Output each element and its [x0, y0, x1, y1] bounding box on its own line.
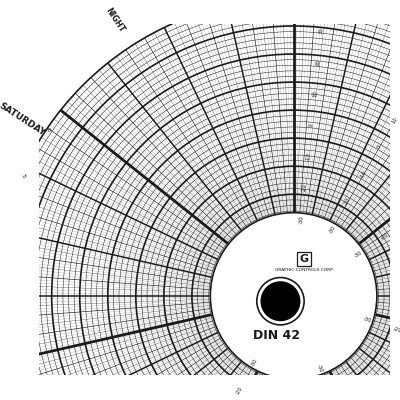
Circle shape	[261, 282, 300, 320]
Text: -30: -30	[328, 224, 336, 234]
Circle shape	[210, 213, 377, 379]
Text: -30: -30	[316, 364, 324, 373]
Text: -20: -20	[380, 232, 390, 241]
Text: 20: 20	[315, 59, 321, 66]
Text: G: G	[300, 254, 309, 264]
Text: 0: 0	[309, 123, 314, 127]
Text: -20: -20	[235, 385, 244, 395]
Text: 6: 6	[45, 127, 51, 133]
Text: -10: -10	[360, 170, 368, 180]
Text: -20: -20	[344, 197, 352, 207]
Text: -30: -30	[251, 358, 259, 368]
Text: -30: -30	[362, 316, 372, 324]
Text: 10: 10	[312, 90, 318, 97]
Text: SATURDAY: SATURDAY	[0, 101, 46, 138]
Text: DIN 42: DIN 42	[252, 329, 300, 342]
Text: 3: 3	[20, 172, 26, 178]
Text: GRAPHIC CONTROLS CORP.: GRAPHIC CONTROLS CORP.	[275, 268, 334, 272]
Text: -20: -20	[302, 183, 308, 192]
Text: -10: -10	[305, 152, 311, 161]
Text: -30: -30	[299, 215, 304, 224]
Text: -30: -30	[353, 250, 363, 258]
Text: 0: 0	[376, 144, 382, 150]
Text: 30: 30	[319, 28, 324, 34]
Text: 10: 10	[392, 116, 399, 124]
Text: NIGHT: NIGHT	[103, 6, 126, 34]
Text: -20: -20	[392, 326, 400, 333]
